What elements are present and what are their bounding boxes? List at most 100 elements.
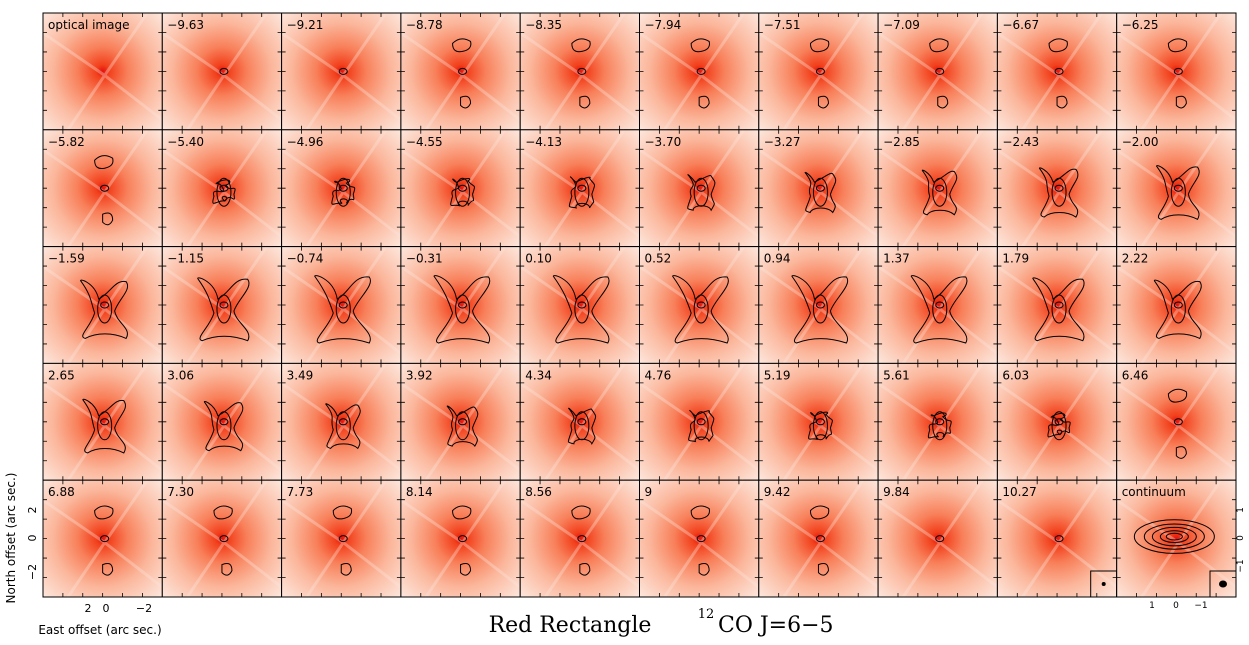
frame-tick [639, 363, 759, 481]
panel: −9.21 [280, 12, 402, 131]
title-superscript: 12 [698, 607, 715, 622]
frame-tick [162, 129, 282, 247]
frame-tick [520, 129, 640, 247]
y-tick-label: −1 [1236, 559, 1246, 572]
contour [325, 403, 361, 450]
panel-label: 5.61 [883, 368, 910, 382]
frame-tick [281, 480, 401, 597]
frame-tick [400, 13, 521, 130]
panel-label: 3.49 [287, 368, 314, 382]
panel-label: −7.09 [883, 18, 920, 32]
frame-tick [400, 246, 521, 364]
contour [340, 562, 352, 576]
beam-box [1209, 570, 1237, 598]
panel-label: 9 [645, 485, 653, 499]
streak [400, 362, 522, 482]
streak [877, 128, 999, 248]
panel: 6.88 [42, 479, 164, 598]
panel: 10.27 [996, 479, 1118, 598]
contour [812, 177, 828, 207]
contour [82, 398, 126, 454]
panel-label: 9.42 [764, 485, 791, 499]
frame-tick [281, 13, 401, 130]
frame-tick [1116, 13, 1236, 130]
frame-tick [997, 246, 1117, 364]
panel-image [997, 480, 1117, 597]
contour [458, 301, 468, 309]
panel: −4.55 [400, 128, 522, 248]
contour [1051, 294, 1067, 324]
frame-tick [639, 129, 759, 247]
panel: 9.84 [877, 479, 999, 598]
contour [935, 301, 945, 309]
contour [579, 562, 591, 576]
contour [213, 505, 233, 520]
panel: −2.43 [996, 128, 1118, 248]
contour [338, 67, 348, 75]
frame-tick [878, 13, 998, 130]
panel-image [520, 129, 640, 247]
frame-tick [878, 129, 998, 247]
contour [219, 418, 229, 426]
frame-tick [281, 129, 401, 247]
contour [935, 418, 945, 426]
frame-tick [639, 363, 759, 481]
panel-label: 0.10 [525, 252, 552, 266]
contour [815, 535, 825, 543]
frame-tick [281, 480, 401, 597]
contour [815, 184, 825, 192]
frame-tick [1116, 13, 1236, 130]
x-tick-label: −1 [1194, 601, 1207, 611]
panel-image [162, 363, 282, 481]
panel-label: 8.56 [525, 485, 552, 499]
frame-tick [997, 129, 1117, 247]
frame-tick [281, 480, 401, 597]
frame-tick [281, 363, 401, 481]
frame-tick [878, 363, 998, 481]
panel-image [400, 246, 521, 364]
panel-image [997, 246, 1117, 364]
contour [577, 301, 587, 309]
streak [161, 245, 283, 365]
panel: 2.22 [1115, 245, 1237, 365]
frame-tick [162, 246, 282, 364]
panel-label: −7.94 [645, 18, 682, 32]
frame-tick [1116, 480, 1236, 597]
panel-label: −7.51 [764, 18, 801, 32]
panel-image [1116, 363, 1236, 481]
frame-tick [878, 13, 998, 130]
panel-label: −2.43 [1002, 135, 1039, 149]
contour [1054, 184, 1064, 192]
streak [1115, 128, 1237, 248]
frame-tick [639, 246, 759, 364]
panel: 9 [638, 479, 760, 598]
contour [216, 177, 232, 207]
panel-image [281, 480, 401, 597]
frame-tick [878, 246, 998, 364]
panel-image [43, 363, 163, 481]
frame-tick [520, 363, 640, 481]
frame-tick [162, 129, 282, 247]
frame-tick [520, 13, 640, 130]
streak [400, 12, 522, 131]
contour [455, 411, 471, 441]
streak [996, 128, 1118, 248]
contour [577, 535, 587, 543]
frame-tick [1116, 363, 1236, 481]
panel: −3.27 [757, 128, 880, 248]
frame-tick [878, 246, 998, 364]
panel-label: −4.96 [287, 135, 324, 149]
contour [696, 535, 706, 543]
frame-tick [43, 363, 163, 481]
streak [877, 245, 999, 365]
contour [332, 505, 353, 520]
frame-tick [400, 129, 521, 247]
frame-tick [162, 246, 282, 364]
streak [757, 245, 880, 365]
frame-tick [520, 246, 640, 364]
contour [1038, 167, 1079, 218]
frame-tick [758, 13, 879, 130]
frame-tick [997, 13, 1117, 130]
frame-tick [520, 246, 640, 364]
frame-tick [43, 13, 163, 130]
